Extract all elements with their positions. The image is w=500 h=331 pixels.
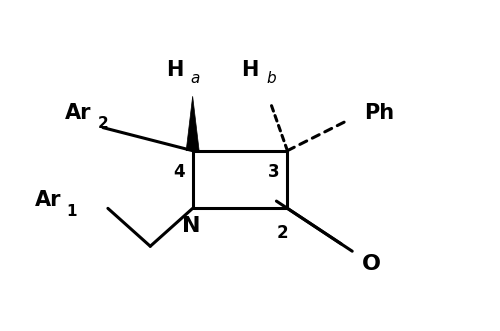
Text: 4: 4 xyxy=(173,163,184,181)
Text: Ar: Ar xyxy=(35,190,62,210)
Text: O: O xyxy=(362,254,380,274)
Text: H: H xyxy=(242,60,258,80)
Text: a: a xyxy=(190,71,200,86)
Text: 3: 3 xyxy=(268,163,279,181)
Text: 1: 1 xyxy=(66,204,76,219)
Text: 2: 2 xyxy=(276,224,288,242)
Text: H: H xyxy=(166,60,184,80)
Text: b: b xyxy=(266,71,276,86)
Text: Ar: Ar xyxy=(64,103,91,123)
Text: Ph: Ph xyxy=(364,103,394,123)
Text: 2: 2 xyxy=(98,116,108,131)
Text: N: N xyxy=(182,216,201,236)
Polygon shape xyxy=(186,96,199,151)
